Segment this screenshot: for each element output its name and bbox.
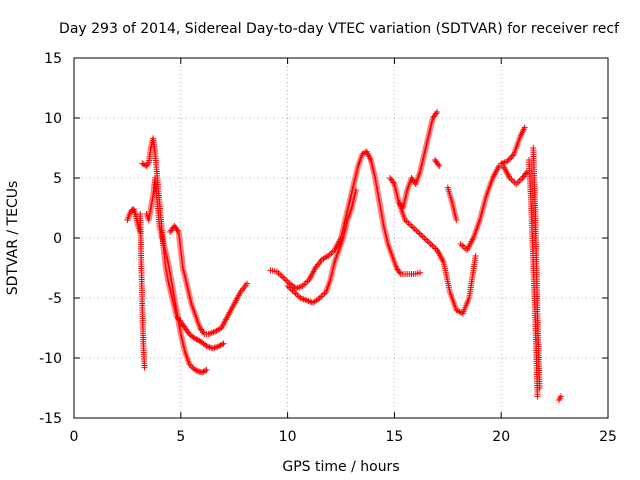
x-tick-label: 10	[279, 429, 297, 445]
y-axis-label: SDTVAR / TECUs	[5, 181, 21, 296]
data-point	[141, 364, 148, 371]
series-arc-5	[167, 223, 251, 337]
series-arc-3	[139, 135, 227, 352]
series-arc-8	[387, 109, 441, 211]
series-arc-15	[530, 145, 543, 391]
data-point	[220, 340, 227, 347]
series-arc-9	[395, 199, 479, 317]
data-point	[505, 156, 512, 163]
data-point	[534, 393, 541, 400]
data-point	[536, 385, 543, 391]
data-point	[509, 152, 516, 159]
data-point	[202, 367, 209, 374]
x-tick-label: 20	[492, 429, 510, 445]
data-point	[219, 341, 226, 348]
series-arc-10	[431, 157, 443, 169]
axis-ticks: 0 5 10 15 20 25 -15 -10 -5 0 5 10 15	[39, 51, 617, 445]
data-point	[202, 341, 209, 348]
x-tick-label: 0	[70, 429, 79, 445]
series-arc-16	[555, 393, 565, 403]
series-arc-7	[284, 187, 359, 306]
data-point	[436, 163, 443, 169]
data-point	[434, 109, 441, 115]
plot-frame	[73, 57, 609, 419]
y-tick-label: -10	[39, 351, 62, 367]
series-arc-13	[498, 124, 528, 167]
data-point	[193, 367, 200, 374]
data-marks	[124, 109, 565, 403]
data-point	[504, 158, 511, 165]
data-point	[507, 155, 514, 162]
y-tick-label: -5	[48, 291, 62, 307]
series-arc-6	[267, 148, 424, 292]
data-point	[453, 217, 460, 223]
y-tick-label: -15	[39, 411, 62, 427]
x-tick-label: 25	[599, 429, 617, 445]
series-arc-14	[525, 157, 541, 400]
data-point	[352, 187, 359, 193]
series-arc-4	[143, 175, 210, 376]
data-point	[203, 367, 210, 373]
x-tick-label: 5	[176, 429, 185, 445]
x-tick-label: 15	[385, 429, 403, 445]
series-arc-11	[444, 184, 460, 223]
chart-title: Day 293 of 2014, Sidereal Day-to-day VTE…	[59, 21, 620, 37]
y-tick-label: 5	[53, 171, 62, 187]
data-point	[417, 269, 424, 276]
data-point	[508, 153, 515, 160]
data-point	[244, 280, 251, 287]
data-point	[472, 253, 479, 259]
y-tick-label: 10	[44, 111, 62, 127]
data-point	[521, 124, 528, 131]
series-arc-2	[137, 211, 148, 371]
y-tick-label: 15	[44, 51, 62, 67]
y-tick-label: 0	[53, 231, 62, 247]
data-point	[558, 393, 565, 400]
series-arc-12	[457, 163, 530, 253]
x-axis-label: GPS time / hours	[282, 459, 399, 475]
